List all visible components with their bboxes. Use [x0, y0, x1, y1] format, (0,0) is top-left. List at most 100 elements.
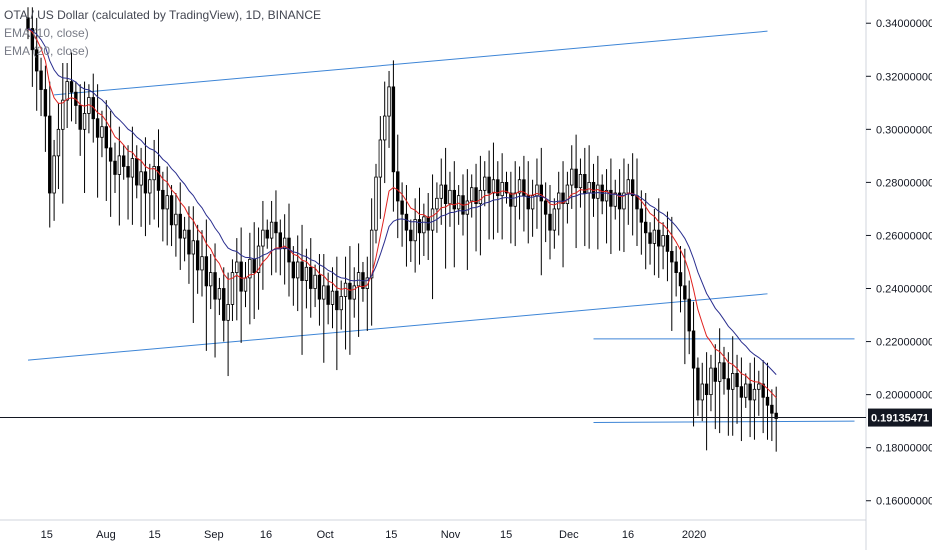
candle-body — [256, 245, 261, 273]
candle-body — [430, 208, 435, 231]
candle-body — [326, 285, 330, 305]
candle-body — [39, 70, 43, 90]
candle-body — [43, 89, 48, 117]
candle-body — [304, 266, 309, 281]
candle-body — [670, 250, 674, 263]
x-tick-label: Sep — [204, 529, 224, 541]
candle-body — [396, 171, 400, 202]
candle-body — [652, 229, 657, 244]
x-tick-label: Dec — [559, 529, 579, 541]
candle-body — [35, 49, 39, 72]
candle-body — [113, 160, 117, 175]
trendlines[interactable] — [27, 30, 855, 423]
candle-body — [696, 367, 700, 401]
candle-body — [343, 282, 348, 297]
x-tick-label: 15 — [41, 529, 53, 541]
candle-body — [709, 367, 713, 396]
x-tick-label: 2020 — [682, 529, 706, 541]
x-tick-label: Nov — [441, 529, 461, 541]
candle-body — [774, 412, 778, 419]
y-tick-label: 0.34000000 — [876, 18, 932, 30]
candle-body — [587, 181, 591, 194]
candle-body — [282, 237, 287, 250]
candle-body — [409, 229, 413, 242]
candle-body — [691, 330, 696, 369]
candle-body — [130, 158, 135, 178]
candle-body — [761, 383, 765, 398]
x-tick-label: Oct — [317, 529, 334, 541]
candle-body — [700, 383, 704, 401]
candle-body — [335, 290, 339, 311]
candle-body — [474, 187, 478, 205]
candle-body — [278, 232, 282, 250]
candle-body — [165, 195, 169, 210]
candle-body — [539, 184, 543, 202]
candle-body — [704, 383, 709, 396]
trendline-lower-channel[interactable] — [27, 293, 768, 361]
candle-body — [169, 195, 174, 226]
candle-body — [483, 176, 487, 191]
y-tick-label: 0.20000000 — [876, 390, 932, 402]
candle-body — [295, 261, 300, 279]
candle-body — [135, 158, 139, 186]
ema-slow-line — [27, 28, 777, 375]
candle-body — [513, 192, 517, 207]
candle-body — [222, 288, 226, 321]
candle-body — [478, 189, 483, 205]
candle-body — [374, 176, 378, 231]
candle-body — [683, 285, 687, 300]
candle-body — [317, 274, 322, 300]
candle-body — [452, 189, 456, 210]
candle-body — [548, 213, 552, 231]
candle-body — [108, 147, 113, 162]
candle-body — [387, 86, 391, 117]
candle-body — [322, 285, 326, 300]
candle-body — [265, 229, 269, 239]
candle-body — [713, 367, 717, 382]
candle-body — [226, 304, 230, 321]
candle-body — [613, 192, 617, 207]
candle-body — [617, 192, 622, 210]
candle-body — [574, 168, 578, 189]
candle-body — [439, 184, 443, 199]
candle-body — [648, 232, 652, 244]
candle-body — [126, 166, 130, 178]
candle-body — [339, 296, 343, 311]
candle-body — [422, 216, 426, 234]
candle-body — [500, 181, 504, 197]
trendline-range-bottom[interactable] — [593, 420, 855, 423]
x-tick-label: 16 — [622, 529, 634, 541]
y-tick-label: 0.26000000 — [876, 230, 932, 242]
candle-body — [765, 396, 770, 406]
candle-body — [239, 261, 243, 292]
candle-body — [252, 258, 256, 273]
candle-body — [487, 176, 491, 194]
candle-body — [426, 216, 430, 231]
trendline-upper-channel[interactable] — [54, 30, 768, 96]
ema-slow-label: EMA (20, close) — [4, 44, 89, 58]
candle-body — [195, 240, 200, 271]
candle-body — [678, 272, 683, 287]
current-price-line: 0.19135471 — [0, 408, 932, 427]
y-tick-label: 0.22000000 — [876, 337, 932, 349]
candle-body — [274, 221, 278, 234]
candle-body — [82, 113, 87, 130]
candle-body — [748, 383, 752, 401]
y-tick-label: 0.18000000 — [876, 443, 932, 455]
candle-body — [757, 383, 761, 390]
candle-body — [404, 213, 409, 231]
x-tick-label: 15 — [149, 529, 161, 541]
candle-body — [213, 272, 217, 300]
candle-body — [391, 86, 396, 173]
y-tick-label: 0.32000000 — [876, 71, 932, 83]
candle-body — [139, 171, 143, 186]
candle-body — [200, 256, 204, 271]
candle-body — [570, 168, 574, 186]
candle-body — [156, 166, 161, 191]
candle-body — [187, 229, 191, 255]
candle-body — [509, 192, 513, 207]
candle-body — [443, 184, 448, 205]
candle-body — [604, 189, 609, 202]
